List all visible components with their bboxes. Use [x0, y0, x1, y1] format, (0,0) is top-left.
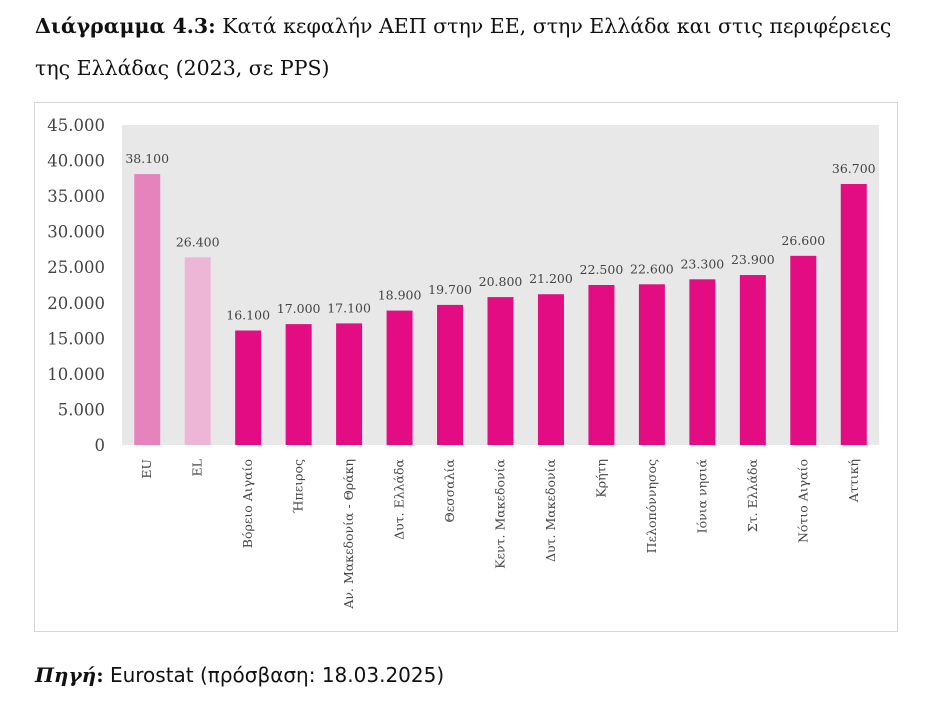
data-label: 16.100 — [226, 308, 270, 323]
y-tick-label: 20.000 — [47, 294, 105, 313]
data-label: 22.600 — [630, 261, 674, 276]
x-tick-label: Δυτ. Μακεδονία — [543, 458, 558, 562]
y-tick-label: 0 — [95, 436, 106, 455]
data-label: 21.200 — [529, 271, 573, 286]
bar — [235, 330, 262, 445]
data-label: 38.100 — [125, 151, 169, 166]
bar — [285, 324, 312, 445]
source-colon: : — [96, 663, 104, 687]
data-label: 18.900 — [378, 288, 422, 303]
x-tick-label: Πελοπόννησος — [644, 459, 659, 553]
source-text: Eurostat (πρόσβαση: 18.03.2025) — [109, 663, 445, 687]
y-tick-label: 25.000 — [47, 258, 105, 277]
x-tick-label: Ήπειρος — [291, 459, 306, 513]
data-label: 17.000 — [277, 301, 321, 316]
bar — [689, 279, 716, 445]
y-tick-label: 5.000 — [58, 400, 105, 419]
x-tick-label: Στ. Ελλάδα — [745, 458, 760, 532]
chart-container: 0 5.000 10.000 15.000 20.000 25.000 30.000 35.0… — [34, 102, 898, 632]
y-tick-label: 15.000 — [47, 329, 105, 348]
x-tick-label: Αν. Μακεδονία - Θράκη — [341, 459, 356, 610]
bar — [790, 255, 817, 445]
y-tick-label: 30.000 — [47, 223, 105, 242]
data-label: 17.100 — [327, 300, 371, 315]
bar — [588, 285, 615, 445]
x-tick-label: Βόρειο Αιγαίο — [240, 459, 255, 548]
y-tick-label: 10.000 — [47, 365, 105, 384]
bar — [638, 284, 665, 445]
bar — [487, 297, 514, 445]
x-tick-label: Αττική — [846, 459, 861, 503]
data-label: 26.400 — [176, 234, 220, 249]
y-tick-label: 40.000 — [47, 152, 105, 171]
source-note: Πηγή: Eurostat (πρόσβαση: 18.03.2025) — [35, 663, 444, 687]
x-tick-label: Κεντ. Μακεδονία — [493, 458, 508, 568]
y-tick-label: 45.000 — [47, 116, 105, 135]
bar — [336, 323, 363, 445]
data-label: 23.900 — [731, 252, 775, 267]
bar — [134, 174, 161, 446]
bar — [739, 275, 766, 445]
x-tick-label: Κρήτη — [593, 459, 608, 498]
data-label: 26.600 — [781, 233, 825, 248]
bar-chart: 0 5.000 10.000 15.000 20.000 25.000 30.000 35.0… — [47, 116, 879, 610]
x-tick-label: Δυτ. Ελλάδα — [392, 458, 407, 539]
source-label: Πηγή — [35, 663, 97, 687]
x-tick-label: EL — [190, 459, 205, 476]
data-label: 23.300 — [680, 256, 724, 271]
bar — [537, 294, 564, 445]
x-tick-label: Θεσσαλία — [442, 458, 457, 522]
x-tick-label: EU — [139, 459, 154, 479]
data-label: 36.700 — [832, 161, 876, 176]
data-label: 22.500 — [580, 262, 624, 277]
x-tick-label: Νότιο Αιγαίο — [795, 459, 810, 543]
caption-text: Κατά κεφαλήν ΑΕΠ στην ΕΕ, στην Ελλάδα κα… — [35, 14, 892, 80]
x-tick-label: Ιόνια νησιά — [694, 458, 709, 533]
bar — [184, 257, 211, 445]
bar — [437, 304, 464, 445]
bar — [840, 184, 867, 445]
figure-caption: Διάγραμμα 4.3: Κατά κεφαλήν ΑΕΠ στην ΕΕ,… — [35, 5, 915, 89]
bar — [386, 310, 413, 445]
y-tick-label: 35.000 — [47, 187, 105, 206]
caption-label: Διάγραμμα 4.3: — [35, 14, 216, 38]
data-label: 20.800 — [479, 274, 523, 289]
data-label: 19.700 — [428, 282, 472, 297]
